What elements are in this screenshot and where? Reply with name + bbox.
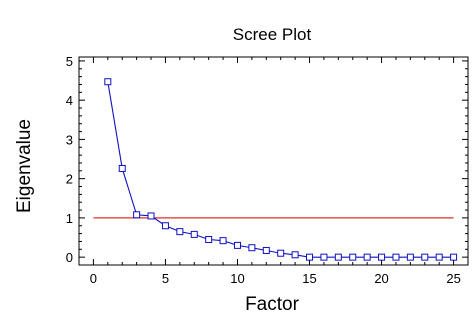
data-point: [147, 212, 155, 220]
data-point: [349, 253, 357, 261]
y-axis-label: Eigenvalue: [14, 119, 35, 213]
data-point: [277, 249, 285, 257]
y-axis-ticks: 0 1 2 3 4 5: [66, 54, 468, 265]
data-point: [161, 222, 169, 230]
data-point: [392, 253, 400, 261]
x-axis-label: Factor: [245, 294, 300, 315]
data-point: [190, 230, 198, 238]
x-tick-label: 25: [446, 271, 460, 286]
data-point: [248, 244, 256, 252]
y-tick-label: 1: [66, 211, 73, 226]
data-point: [262, 246, 270, 254]
data-point: [219, 237, 227, 245]
y-tick-label: 4: [66, 93, 73, 108]
x-tick-label: 20: [374, 271, 388, 286]
chart-title: Scree Plot: [233, 25, 312, 44]
x-tick-label: 15: [302, 271, 316, 286]
y-tick-label: 3: [66, 132, 73, 147]
data-point: [104, 78, 112, 86]
data-point: [176, 228, 184, 236]
data-point: [435, 253, 443, 261]
data-point: [233, 241, 241, 249]
x-axis-ticks: 0 5 10 15 20 25: [90, 57, 461, 286]
data-point: [363, 253, 371, 261]
data-point: [306, 253, 314, 261]
data-point: [406, 253, 414, 261]
x-tick-label: 0: [90, 271, 97, 286]
data-point: [378, 253, 386, 261]
series-layer: [104, 78, 458, 261]
data-point: [291, 251, 299, 259]
y-tick-label: 0: [66, 250, 73, 265]
plot-frame: [78, 56, 469, 266]
y-tick-label: 5: [66, 54, 73, 69]
data-point: [334, 253, 342, 261]
data-point: [320, 253, 328, 261]
data-point: [118, 164, 126, 172]
data-point: [205, 235, 213, 243]
x-tick-label: 10: [230, 271, 244, 286]
data-point: [421, 253, 429, 261]
data-point: [133, 211, 141, 219]
x-tick-label: 5: [162, 271, 169, 286]
y-tick-label: 2: [66, 172, 73, 187]
series-line: [107, 81, 454, 258]
data-point: [450, 253, 458, 261]
